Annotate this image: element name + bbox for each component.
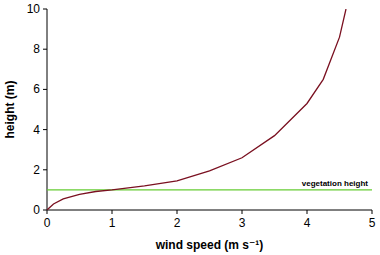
x-tick [242, 210, 243, 214]
x-tick-label: 4 [304, 216, 311, 230]
x-tick [307, 210, 308, 214]
y-tick [43, 89, 47, 90]
y-tick-label: 0 [33, 203, 40, 217]
x-tick [47, 210, 48, 214]
plot-data [47, 9, 372, 210]
y-tick-label: 2 [33, 163, 40, 177]
y-axis [47, 9, 48, 210]
chart: 0 1 2 3 4 5 0 2 4 6 8 10 wind speed (m s⁻¹) height (m… [0, 0, 380, 255]
x-axis-title: wind speed (m s⁻¹) [155, 238, 264, 252]
x-tick-label: 5 [369, 216, 376, 230]
x-tick [372, 210, 373, 214]
x-tick [177, 210, 178, 214]
y-tick-label: 6 [33, 82, 40, 96]
x-tick [112, 210, 113, 214]
x-tick-label: 0 [44, 216, 51, 230]
series-line [47, 189, 372, 190]
y-tick [43, 9, 47, 10]
x-tick-label: 2 [174, 216, 181, 230]
y-tick-label: 4 [33, 123, 40, 137]
x-axis [47, 210, 372, 211]
y-tick [43, 169, 47, 170]
x-tick-label: 1 [109, 216, 116, 230]
y-tick-label: 8 [33, 42, 40, 56]
y-tick [43, 129, 47, 130]
y-tick-label: 10 [27, 2, 41, 16]
x-tick-label: 3 [239, 216, 246, 230]
y-tick [43, 210, 47, 211]
series-label: vegetation height [302, 179, 369, 188]
y-tick [43, 49, 47, 50]
y-axis-title: height (m) [3, 81, 17, 139]
